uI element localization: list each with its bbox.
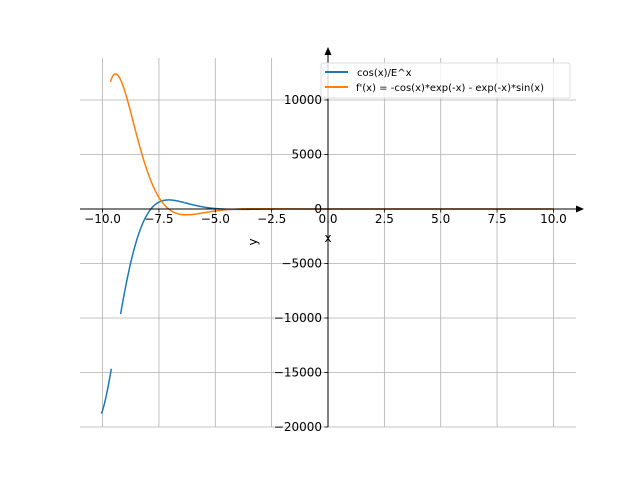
y-tick-label: −10000	[274, 311, 322, 325]
x-axis-arrow-icon	[576, 205, 584, 213]
legend-label-1: f'(x) = -cos(x)*exp(-x) - exp(-x)*sin(x)	[356, 83, 544, 94]
x-tick-label: −10.0	[84, 212, 121, 226]
x-axis-label: x	[324, 231, 331, 245]
y-tick-label: −5000	[281, 256, 322, 270]
series-line-0	[100, 368, 113, 414]
ticks: −10.0 −7.5 −5.0 −2.5 0.0 2.5 5.0 7.5 10.0 −20000 −…	[84, 93, 567, 434]
y-tick-label: 0	[314, 202, 322, 216]
y-tick-label: 5000	[291, 147, 322, 161]
x-tick-label: 0.0	[318, 212, 337, 226]
y-axis-arrow-icon	[324, 47, 332, 55]
legend: cos(x)/E^x f'(x) = -cos(x)*exp(-x) - exp…	[320, 62, 571, 99]
y-tick-label: 10000	[284, 93, 322, 107]
x-tick-label: 2.5	[375, 212, 394, 226]
axes	[80, 47, 584, 427]
legend-label-0: cos(x)/E^x	[357, 68, 412, 79]
y-tick-label: −20000	[274, 420, 322, 434]
y-axis-label: y	[246, 238, 260, 245]
x-tick-label: −5.0	[201, 212, 230, 226]
x-tick-label: −2.5	[257, 212, 286, 226]
x-tick-label: 5.0	[431, 212, 450, 226]
y-tick-label: −15000	[274, 365, 322, 379]
x-tick-label: 7.5	[488, 212, 507, 226]
x-tick-label: −7.5	[144, 212, 173, 226]
x-tick-label: 10.0	[540, 212, 567, 226]
